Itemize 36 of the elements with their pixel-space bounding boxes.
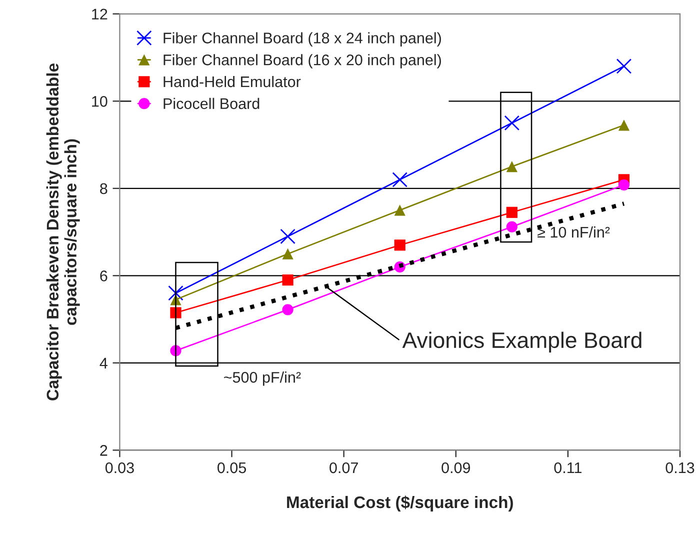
legend-label: Fiber Channel Board (16 x 20 inch panel) [164,54,441,68]
point [504,115,520,131]
point [506,206,518,218]
point [506,161,518,172]
x-tick-label: 0.07 [330,462,358,474]
point [616,58,632,74]
point [168,285,184,301]
legend-label: Hand-Held Emulator [164,76,301,88]
y-axis-title: Capacitor Breakeven Density (embeddable capacitors/square inch) [46,64,80,400]
y-tick-label: 6 [100,270,108,282]
x-tick-label: 0.11 [554,462,582,474]
point [282,274,294,286]
y-tick-label: 2 [100,445,108,456]
point [282,248,294,260]
x-tick-label: 0.05 [218,462,246,474]
x-tick-label: 0.03 [105,462,134,474]
annotation: Avionics Example Board [402,332,642,352]
y-tick-label: 8 [100,183,108,194]
x-tick-label: 0.13 [666,462,694,474]
point [394,240,406,251]
point [282,304,294,316]
y-tick-label: 4 [100,358,108,368]
y-tick-label: 12 [92,8,108,20]
point [394,204,406,216]
x-tick-label: 0.09 [442,462,470,474]
point [618,179,630,190]
annotation: ≥ 10 nF/in² [538,226,610,238]
legend-label: Fiber Channel Board (18 x 24 inch panel) [164,32,441,46]
point [280,228,296,244]
legend-label: Picocell Board [164,98,260,110]
x-axis-title: Material Cost ($/square inch) [287,496,513,512]
point [506,221,518,232]
annotation: ~500 pF/in² [224,372,301,386]
point [618,120,630,131]
point [392,172,408,188]
y-tick-label: 10 [92,96,108,107]
